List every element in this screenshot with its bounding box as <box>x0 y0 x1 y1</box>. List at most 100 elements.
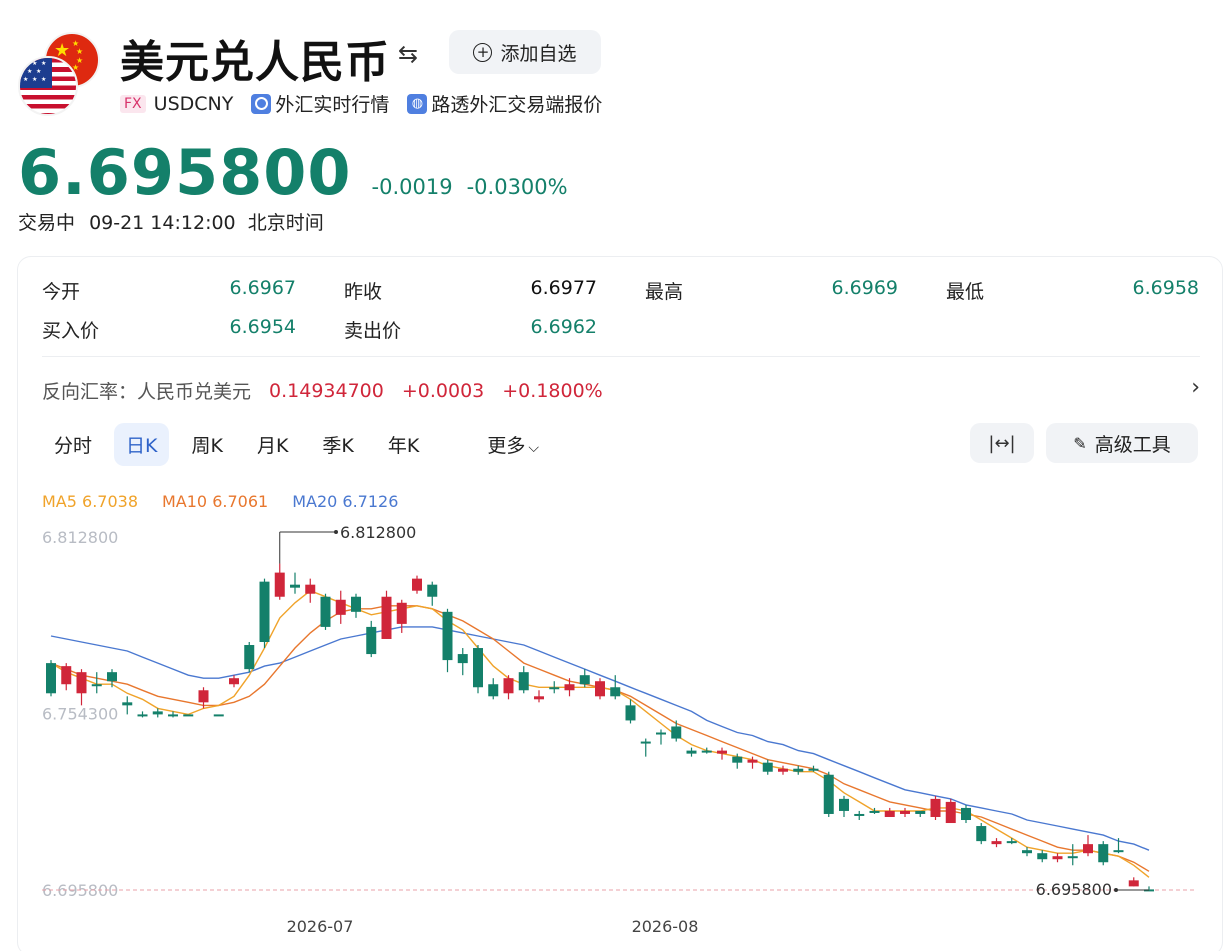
reverse-rate-label: 反向汇率：人民币兑美元 <box>42 381 252 403</box>
tab-more[interactable]: 更多 ⌵ <box>475 423 551 466</box>
price-row: 6.695800 -0.0019 -0.0300% <box>18 136 568 209</box>
ma20-legend: MA20 6.7126 <box>292 492 399 511</box>
candle-body <box>1113 850 1124 853</box>
add-watchlist-button[interactable]: + 添加自选 <box>449 30 601 74</box>
clock-icon <box>251 93 272 114</box>
candle-body <box>579 675 590 685</box>
candle-body <box>808 768 819 771</box>
pen-tool-icon: ✎ <box>1073 433 1087 453</box>
x-tick-label: 2026-08 <box>632 917 699 936</box>
high-label: 最高 <box>645 281 684 303</box>
candle-body <box>762 762 773 772</box>
swap-icon[interactable]: ⇆ <box>398 40 419 68</box>
reverse-rate-row[interactable]: 反向汇率：人民币兑美元 0.14934700 +0.0003 +0.1800% <box>42 377 603 404</box>
candle-body <box>229 678 239 685</box>
low-value: 6.6958 <box>1132 277 1199 299</box>
advanced-tools-label: 高级工具 <box>1094 433 1171 456</box>
page-title: 美元兑人民币 <box>120 37 390 88</box>
candle-body <box>91 684 102 687</box>
candle-body <box>244 645 255 670</box>
advanced-tools-button[interactable]: ✎ 高级工具 <box>1046 423 1198 463</box>
candle-body <box>152 711 163 715</box>
candle-body <box>930 798 941 817</box>
max-pointer-dot <box>334 530 338 534</box>
kline-chart[interactable]: 6.812800 6.754300 6.695800 2026-07 2026-08 6.… <box>0 470 1225 951</box>
candle-body <box>1083 844 1093 854</box>
candle-body <box>168 714 178 717</box>
candle-body <box>198 690 209 703</box>
tab-yearly-k[interactable]: 年K <box>387 434 420 457</box>
chevron-right-icon[interactable]: › <box>1191 375 1200 400</box>
candle-body <box>137 714 148 717</box>
realtime-tag-label: 外汇实时行情 <box>275 94 390 116</box>
realtime-tag[interactable]: 外汇实时行情 <box>251 90 389 117</box>
candle-body <box>1052 856 1063 860</box>
reverse-rate-value: 0.14934700 <box>269 379 384 402</box>
max-price-label: 6.812800 <box>340 523 416 542</box>
symbol-code: USDCNY <box>153 92 234 115</box>
tab-quarterly-k[interactable]: 季K <box>322 434 354 457</box>
ma20-line <box>50 626 1150 851</box>
ma10-legend: MA10 6.7061 <box>162 492 269 511</box>
candle-body <box>732 756 743 763</box>
y-tick-label: 6.812800 <box>42 528 118 547</box>
candle-body <box>381 596 392 639</box>
candle-body <box>442 611 453 661</box>
candle-body <box>274 572 285 597</box>
current-price: 6.695800 <box>18 136 352 209</box>
tab-weekly-k[interactable]: 周K <box>191 434 223 457</box>
chevron-down-icon: ⌵ <box>528 439 539 456</box>
candle-body <box>564 684 575 691</box>
candle-body <box>427 584 438 597</box>
tab-monthly-k[interactable]: 月K <box>256 434 289 457</box>
candle-body <box>640 741 651 744</box>
candle-body <box>869 810 880 813</box>
x-tick-label: 2026-07 <box>287 917 354 936</box>
ask-label: 卖出价 <box>344 320 402 342</box>
candle-body <box>839 798 849 811</box>
candle-body <box>457 654 468 664</box>
candle-body <box>1067 856 1078 859</box>
candle-body <box>884 810 895 817</box>
candle-body <box>1006 841 1017 844</box>
tab-daily-k[interactable]: 日K <box>114 422 170 466</box>
candle-body <box>76 672 87 694</box>
candle-body <box>549 687 560 690</box>
candle-body <box>534 696 544 700</box>
tab-intraday[interactable]: 分时 <box>54 434 93 457</box>
candle-body <box>1037 853 1048 860</box>
candle-body <box>183 714 194 717</box>
reuters-tag[interactable]: ◍ 路透外汇交易端报价 <box>407 90 602 117</box>
candle-body <box>1128 880 1139 887</box>
candle-body <box>290 584 300 588</box>
bid-value: 6.6954 <box>229 316 296 338</box>
candle-body <box>396 602 407 624</box>
price-change-percent: -0.0300% <box>466 175 568 199</box>
open-value: 6.6967 <box>229 277 296 299</box>
candle-body <box>305 584 316 594</box>
candle-body <box>823 774 834 814</box>
candle-body <box>854 813 865 816</box>
bid-label: 买入价 <box>42 320 100 342</box>
globe-icon: ◍ <box>407 93 428 114</box>
candle-body <box>122 702 133 706</box>
expand-width-button[interactable]: |↔| <box>970 423 1034 463</box>
candle-body <box>595 681 605 697</box>
plus-circle-icon: + <box>473 42 493 62</box>
last-pointer-dot <box>1114 888 1118 892</box>
candle-body <box>976 826 987 842</box>
candle-body <box>900 810 910 814</box>
reuters-tag-label: 路透外汇交易端报价 <box>431 94 603 116</box>
candle-body <box>412 578 422 591</box>
candle-body <box>701 750 712 753</box>
candle-body <box>671 726 682 739</box>
candle-body <box>320 596 331 627</box>
quote-tags: FX USDCNY 外汇实时行情 ◍ 路透外汇交易端报价 <box>120 90 620 117</box>
candle-body <box>945 801 956 824</box>
candle-body <box>213 714 224 717</box>
ma-legend: MA5 6.7038 MA10 6.7061 MA20 6.7126 <box>42 492 422 511</box>
reverse-rate-change: +0.0003 <box>401 379 485 402</box>
candle-body <box>1098 844 1109 863</box>
candle-body <box>488 684 499 697</box>
reverse-rate-change-percent: +0.1800% <box>502 379 603 402</box>
